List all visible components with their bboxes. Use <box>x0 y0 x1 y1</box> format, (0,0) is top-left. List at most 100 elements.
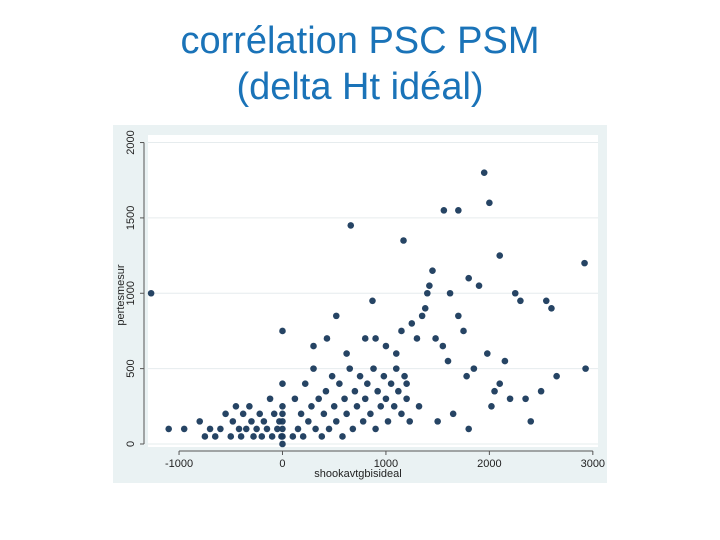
data-point <box>548 305 555 312</box>
data-point <box>242 425 250 433</box>
scatter-chart-panel: 0 500 1000 1500 2000 -1000 0 1000 2000 3000 shook… <box>113 125 607 483</box>
data-point <box>582 365 589 372</box>
data-point <box>370 365 377 372</box>
data-point <box>488 403 495 410</box>
data-point <box>347 222 355 229</box>
data-point <box>332 312 340 320</box>
data-point <box>351 387 359 395</box>
data-point <box>253 425 260 433</box>
data-point <box>449 410 457 418</box>
data-point <box>301 380 309 387</box>
data-point <box>353 403 361 410</box>
data-point <box>250 433 257 440</box>
data-point <box>415 403 423 410</box>
data-point <box>328 372 336 380</box>
data-point <box>484 350 491 357</box>
data-point <box>522 395 529 403</box>
data-point <box>258 433 266 440</box>
data-point <box>486 199 493 207</box>
data-point <box>364 380 371 387</box>
data-point <box>403 380 410 387</box>
data-point <box>406 418 414 425</box>
data-point <box>279 410 286 418</box>
data-point <box>274 425 281 433</box>
data-point <box>463 372 470 380</box>
plot-area <box>148 135 598 447</box>
data-point <box>229 418 237 425</box>
page-title-line-1: corrélation PSC PSM <box>180 20 540 62</box>
data-point <box>496 252 504 259</box>
data-point <box>330 403 338 410</box>
data-point <box>392 350 400 357</box>
data-point <box>455 207 462 214</box>
data-point <box>440 207 448 214</box>
data-point <box>227 433 235 440</box>
data-point <box>312 425 319 433</box>
data-point <box>511 289 519 297</box>
data-point <box>369 297 376 305</box>
data-point <box>374 387 381 395</box>
data-point <box>465 425 472 433</box>
data-point <box>491 387 498 395</box>
data-point <box>297 410 305 418</box>
data-point <box>553 372 560 380</box>
data-point <box>279 418 286 425</box>
data-point <box>434 418 441 425</box>
data-point <box>429 267 436 274</box>
data-point <box>332 418 340 425</box>
data-point <box>390 403 398 410</box>
data-point <box>581 259 588 267</box>
data-point <box>248 418 255 425</box>
data-point <box>413 335 421 342</box>
data-point <box>359 418 367 425</box>
x-tick-label: 0 <box>279 458 285 470</box>
data-point <box>527 418 535 425</box>
data-point <box>432 335 439 342</box>
data-point <box>239 410 247 418</box>
data-point <box>322 387 330 395</box>
data-point <box>263 425 271 433</box>
data-point <box>310 365 317 372</box>
data-point <box>260 418 268 425</box>
x-tick-label: 1000 <box>374 458 398 470</box>
data-point <box>377 403 385 410</box>
data-point <box>506 395 514 403</box>
data-point <box>310 342 317 350</box>
data-point <box>421 305 429 312</box>
data-point <box>217 425 224 433</box>
data-point <box>180 425 188 433</box>
y-tick-label: 2000 <box>125 130 137 154</box>
data-point <box>308 403 315 410</box>
data-point <box>279 403 286 410</box>
data-point <box>392 365 400 372</box>
data-point <box>323 335 331 342</box>
data-point <box>279 425 286 433</box>
data-point <box>501 357 509 365</box>
data-points <box>147 169 589 448</box>
data-point <box>460 327 467 335</box>
data-point <box>470 365 478 372</box>
data-point <box>237 433 245 440</box>
scatter-chart: 0 500 1000 1500 2000 -1000 0 1000 2000 3000 shook… <box>115 130 605 480</box>
data-point <box>196 418 204 425</box>
data-point <box>387 380 395 387</box>
data-point <box>279 433 286 440</box>
data-point <box>382 395 390 403</box>
data-point <box>211 433 219 440</box>
data-point <box>291 395 299 403</box>
page-title-line-2: (delta Ht idéal) <box>236 66 484 108</box>
data-point <box>426 282 433 290</box>
data-point <box>372 425 379 433</box>
data-point <box>439 342 447 350</box>
data-point <box>382 342 390 350</box>
data-point <box>480 169 488 176</box>
data-point <box>294 425 302 433</box>
axes: 0 500 1000 1500 2000 -1000 0 1000 2000 3000 <box>125 130 605 470</box>
data-point <box>446 289 454 297</box>
data-point <box>465 274 472 282</box>
data-point <box>418 312 426 320</box>
data-point <box>384 418 392 425</box>
y-tick-label: 0 <box>125 441 137 447</box>
data-point <box>315 395 322 403</box>
data-point <box>256 410 264 418</box>
